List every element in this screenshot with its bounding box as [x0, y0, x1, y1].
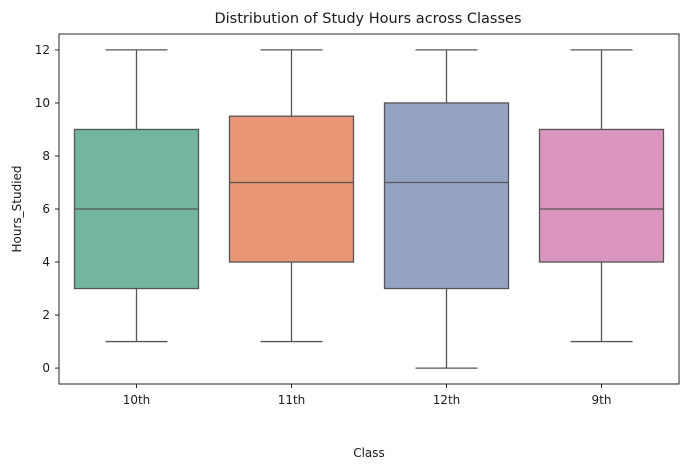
box-10th [73, 49, 200, 343]
box-9th [538, 49, 665, 343]
y-tick-label: 12 [35, 43, 50, 57]
x-tick-label: 12th [433, 393, 461, 407]
box-iqr [538, 128, 665, 263]
y-tick-label: 6 [42, 202, 50, 216]
y-axis-label: Hours_Studied [10, 165, 24, 252]
y-tick-label: 8 [42, 149, 50, 163]
y-tick-label: 2 [42, 308, 50, 322]
box-12th [383, 49, 510, 369]
box-iqr [383, 102, 510, 290]
box-11th [228, 49, 355, 343]
y-tick-label: 4 [42, 255, 50, 269]
y-tick-label: 10 [35, 96, 50, 110]
plot-area [73, 49, 665, 369]
box-iqr [228, 115, 355, 263]
x-tick-label: 10th [123, 393, 151, 407]
x-axis-label: Class [353, 446, 385, 460]
x-tick-label: 9th [592, 393, 612, 407]
x-tick-label: 11th [278, 393, 306, 407]
y-tick-label: 0 [42, 361, 50, 375]
chart-title: Distribution of Study Hours across Class… [214, 11, 521, 27]
